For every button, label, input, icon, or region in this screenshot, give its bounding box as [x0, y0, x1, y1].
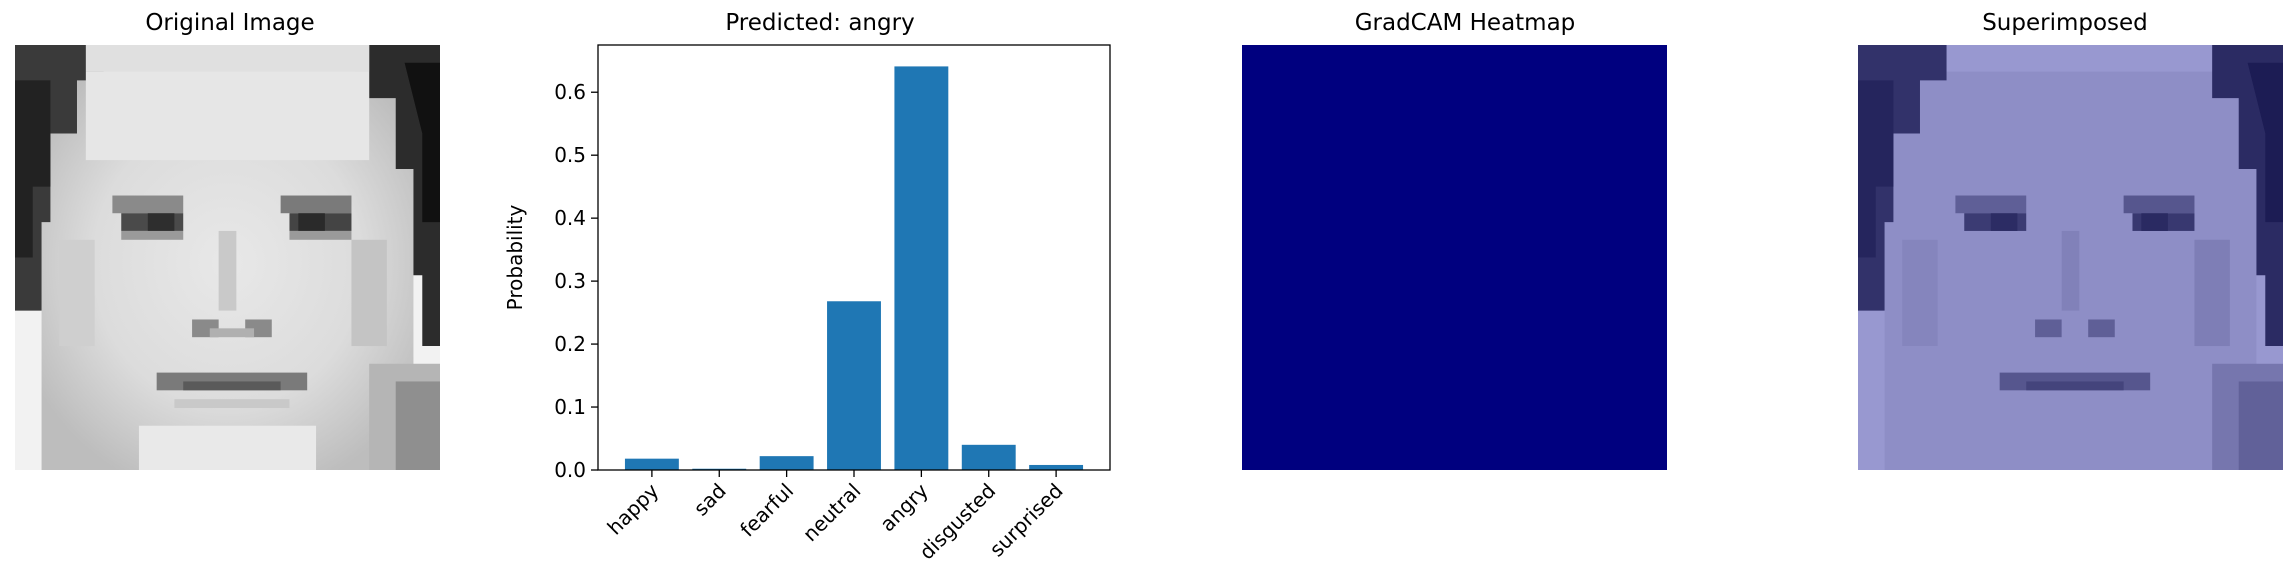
bar-disgusted — [961, 444, 1016, 470]
bar-fearful — [759, 456, 814, 470]
y-axis-label: Probability — [503, 204, 527, 310]
x-tick-label-neutral: neutral — [798, 479, 866, 547]
x-tick-label-surprised: surprised — [985, 479, 1068, 562]
original-face-image — [15, 45, 440, 470]
x-tick-label-sad: sad — [689, 479, 731, 521]
heatmap-title: GradCAM Heatmap — [1354, 10, 1576, 36]
probability-bar-chart: 0.0 0.1 0.2 0.3 0.4 0.5 0.6 happy sad fearful neu… — [503, 44, 1111, 564]
chart-title: Predicted: angry — [725, 10, 915, 36]
x-tick-label-angry: angry — [875, 478, 933, 536]
y-tick-label: 0.4 — [554, 206, 586, 230]
bar-neutral — [827, 301, 881, 470]
y-tick-label: 0.2 — [554, 332, 586, 356]
superimposed-image — [1858, 45, 2283, 470]
y-axis-ticks: 0.0 0.1 0.2 0.3 0.4 0.5 0.6 — [554, 80, 598, 482]
x-tick-label-happy: happy — [602, 478, 663, 539]
face-grayscale-picture — [15, 45, 440, 470]
x-tick-label-fearful: fearful — [735, 479, 798, 542]
prediction-chart-panel: Predicted: angry 0.0 0.1 0.2 0.3 0.4 0.5 0.6 h… — [480, 0, 1160, 585]
gradcam-heatmap-image — [1242, 45, 1667, 470]
original-image-title: Original Image — [145, 10, 315, 36]
superimposed-title: Superimposed — [1982, 10, 2148, 36]
y-tick-label: 0.0 — [554, 458, 586, 482]
y-tick-label: 0.6 — [554, 80, 586, 104]
bar-happy — [624, 458, 679, 470]
x-axis-ticks: happy sad fearful neutral angrydisgustedsurp… — [602, 470, 1068, 564]
bars-group — [624, 66, 1084, 470]
y-tick-label: 0.3 — [554, 269, 586, 293]
bar-surprised — [1029, 464, 1084, 470]
bar-angry — [894, 66, 949, 470]
y-tick-label: 0.1 — [554, 395, 586, 419]
face-tinted-picture — [1858, 45, 2283, 470]
y-tick-label: 0.5 — [554, 143, 586, 167]
